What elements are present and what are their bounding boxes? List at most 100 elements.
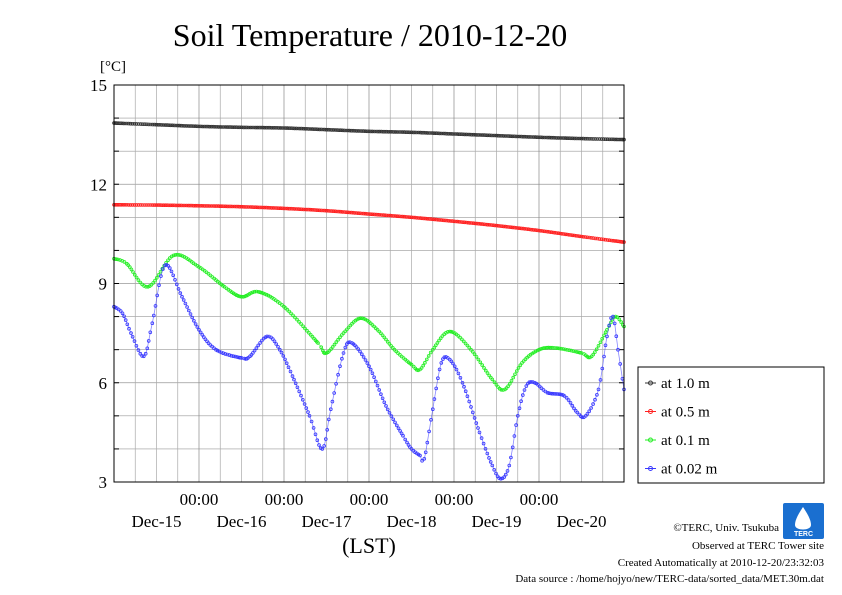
data-point [163, 123, 168, 127]
data-point [461, 132, 465, 137]
data-point [238, 294, 242, 299]
data-point [480, 133, 485, 137]
data-point [547, 391, 551, 396]
series-at-0-5-m [112, 203, 626, 244]
data-point [273, 126, 277, 130]
data-point [123, 203, 127, 207]
data-point [439, 218, 444, 222]
data-point [439, 131, 444, 136]
data-point [549, 135, 554, 140]
data-point [340, 356, 344, 361]
data-point [216, 204, 221, 208]
data-point [204, 124, 208, 129]
data-point [423, 216, 428, 221]
data-point [340, 210, 345, 214]
data-point [180, 294, 184, 299]
data-point [340, 128, 345, 133]
data-point [331, 128, 336, 132]
data-point [559, 346, 563, 351]
data-point [358, 129, 362, 133]
series-at-0-1-m [112, 252, 626, 392]
data-point [452, 132, 456, 136]
data-point [518, 363, 523, 368]
data-point [319, 208, 324, 213]
data-point [209, 204, 214, 208]
data-point [615, 315, 620, 320]
data-point [259, 125, 263, 130]
data-point [326, 127, 331, 132]
data-point [533, 135, 538, 139]
data-point [396, 426, 401, 431]
data-point [299, 393, 303, 398]
data-point [391, 214, 396, 218]
data-point [158, 123, 162, 127]
data-point [574, 136, 578, 141]
data-point [232, 204, 237, 209]
data-point [128, 203, 133, 207]
data-point [522, 388, 527, 392]
legend-swatch-marker [648, 380, 653, 386]
data-point [372, 129, 377, 134]
data-point [498, 134, 502, 138]
data-point [152, 313, 156, 318]
data-point [374, 212, 378, 217]
data-point [279, 350, 284, 355]
data-point [243, 205, 247, 209]
data-point [556, 231, 561, 236]
legend: at 1.0 m at 0.5 m at 0.1 m at 0.02 m [637, 366, 825, 484]
data-point [416, 130, 421, 135]
data-point [432, 131, 437, 136]
legend-item: at 1.0 m [645, 376, 710, 392]
data-point [134, 343, 139, 348]
data-point [291, 207, 295, 211]
data-point [597, 137, 602, 141]
data-point [258, 341, 262, 345]
data-point [300, 397, 305, 402]
data-point [150, 321, 155, 326]
data-point [557, 392, 562, 397]
data-point [469, 347, 473, 352]
data-point [561, 232, 566, 236]
data-point [288, 369, 293, 374]
data-point [283, 126, 288, 130]
data-point [368, 367, 373, 372]
data-point [535, 348, 540, 353]
data-point [253, 125, 258, 130]
data-point [376, 129, 380, 134]
data-point [599, 237, 604, 242]
data-point [292, 377, 296, 382]
data-point [177, 203, 182, 208]
data-point [195, 203, 200, 208]
data-point [437, 218, 442, 222]
data-point [491, 223, 495, 228]
data-point [567, 136, 571, 141]
data-point [498, 476, 503, 481]
data-point [333, 209, 338, 214]
data-point [297, 389, 302, 394]
data-point [524, 384, 529, 388]
data-point [513, 372, 517, 377]
data-point [473, 133, 478, 137]
data-point [195, 325, 200, 329]
data-point [321, 208, 325, 213]
data-point [425, 440, 430, 445]
data-point [384, 404, 388, 408]
data-point [122, 260, 127, 264]
data-point [478, 133, 483, 137]
data-point [301, 126, 306, 131]
data-point [303, 207, 308, 212]
data-point [451, 330, 455, 335]
data-point [423, 360, 427, 365]
data-point [427, 131, 432, 135]
data-point [389, 414, 394, 418]
data-point [294, 126, 299, 131]
data-point [445, 131, 449, 136]
data-point [220, 125, 224, 129]
data-point [409, 447, 414, 451]
data-point [459, 132, 463, 137]
data-point [372, 375, 376, 380]
data-point [470, 410, 475, 415]
data-point [503, 224, 508, 229]
data-point [501, 224, 506, 229]
data-point [338, 335, 342, 340]
